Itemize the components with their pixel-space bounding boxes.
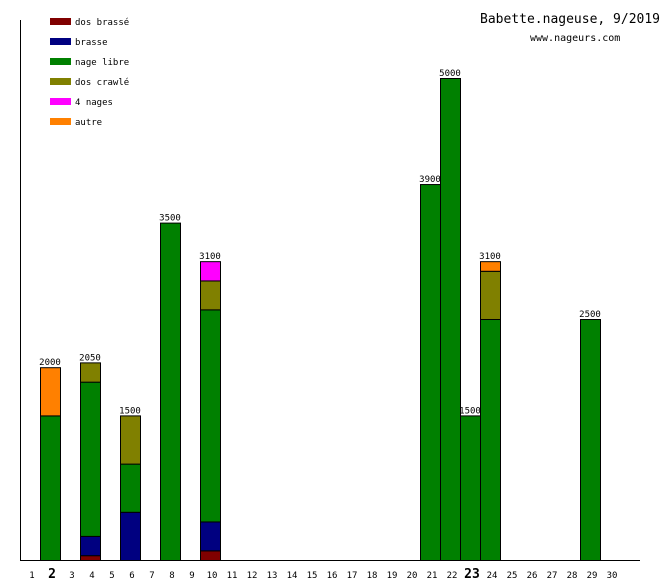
x-tick-label: 27 <box>547 571 558 580</box>
x-tick-label: 29 <box>587 571 598 580</box>
legend-label: nage libre <box>75 58 129 68</box>
x-tick-label: 11 <box>227 571 238 580</box>
legend: dos brassé brasse nage libre dos crawlé 4 na… <box>50 17 129 128</box>
data-label: 3100 <box>479 252 501 262</box>
x-tick-label: 16 <box>327 571 338 580</box>
x-tick-label: 2 <box>48 567 56 580</box>
x-tick-label: 23 <box>464 567 480 580</box>
x-tick-label: 25 <box>507 571 518 580</box>
x-tick-label: 20 <box>407 571 418 580</box>
x-tick-label: 4 <box>89 571 94 580</box>
x-tick-label: 1 <box>29 571 34 580</box>
bar-segment <box>80 362 101 383</box>
legend-label: 4 nages <box>75 98 113 108</box>
x-tick-label: 17 <box>347 571 358 580</box>
bar-segment <box>80 381 101 537</box>
bar-segment <box>200 261 221 282</box>
legend-swatch <box>50 118 71 125</box>
legend-swatch <box>50 98 71 105</box>
x-tick-label: 14 <box>287 571 298 580</box>
bar-segment <box>40 415 61 561</box>
bar-segment <box>480 261 501 272</box>
legend-label: autre <box>75 118 102 128</box>
bar-segment <box>480 270 501 320</box>
legend-swatch <box>50 58 71 65</box>
x-tick-label: 9 <box>189 571 194 580</box>
bar-segment <box>200 521 221 552</box>
legend-swatch <box>50 38 71 45</box>
x-tick-label: 5 <box>109 571 114 580</box>
legend-label: dos crawlé <box>75 77 129 88</box>
bar-segment <box>80 535 101 557</box>
data-label: 1500 <box>119 406 141 416</box>
x-tick-label: 7 <box>149 571 154 580</box>
data-label: 2000 <box>39 358 61 368</box>
chart-subtitle: www.nageurs.com <box>530 33 620 44</box>
x-tick-label: 26 <box>527 571 538 580</box>
data-label: 2500 <box>579 310 601 320</box>
x-tick-label: 19 <box>387 571 398 580</box>
bars: 2000 2050 1500 3500 3100 3900 5000 1500 3100 2500 <box>39 69 601 561</box>
x-tick-label: 22 <box>447 571 458 580</box>
data-label: 5000 <box>439 69 461 79</box>
data-label: 3500 <box>159 214 181 224</box>
x-tick-label: 30 <box>607 571 618 580</box>
x-tick-label: 12 <box>247 571 258 580</box>
bar-segment <box>460 415 481 561</box>
x-tick-label: 6 <box>129 571 134 580</box>
bar-segment <box>160 222 181 561</box>
legend-swatch <box>50 78 71 85</box>
bar-segment <box>420 184 441 561</box>
x-tick-label: 15 <box>307 571 318 580</box>
legend-label: brasse <box>75 38 108 48</box>
bar-segment <box>120 511 141 561</box>
x-tick-label: 24 <box>487 571 498 580</box>
data-label: 2050 <box>79 353 101 363</box>
legend-label: dos brassé <box>75 17 129 28</box>
bar-segment <box>80 555 101 561</box>
bar-segment <box>200 309 221 523</box>
x-tick-label: 3 <box>69 571 74 580</box>
x-tick-label: 28 <box>567 571 578 580</box>
data-label: 3100 <box>199 252 221 262</box>
bar-segment <box>480 319 501 561</box>
chart-title: Babette.nageuse, 9/2019 <box>480 12 660 27</box>
bar-segment <box>40 367 61 417</box>
data-label: 3900 <box>419 175 441 185</box>
x-tick-label: 8 <box>169 571 174 580</box>
bar-segment <box>580 319 601 561</box>
bar-segment <box>200 280 221 311</box>
data-label: 1500 <box>459 406 481 416</box>
legend-swatch <box>50 18 71 25</box>
x-tick-label: 21 <box>427 571 438 580</box>
bar-segment <box>120 463 141 513</box>
x-tick-label: 10 <box>207 571 218 580</box>
x-tick-label: 13 <box>267 571 278 580</box>
x-tick-label: 18 <box>367 571 378 580</box>
bar-segment <box>200 550 221 561</box>
x-tick-labels: 1 2 3 4 5 6 7 8 9 10 11 12 13 14 15 16 17 18 19 20 21 22 23 24 2… <box>29 567 617 580</box>
bar-segment <box>120 415 141 465</box>
bar-segment <box>440 78 461 561</box>
